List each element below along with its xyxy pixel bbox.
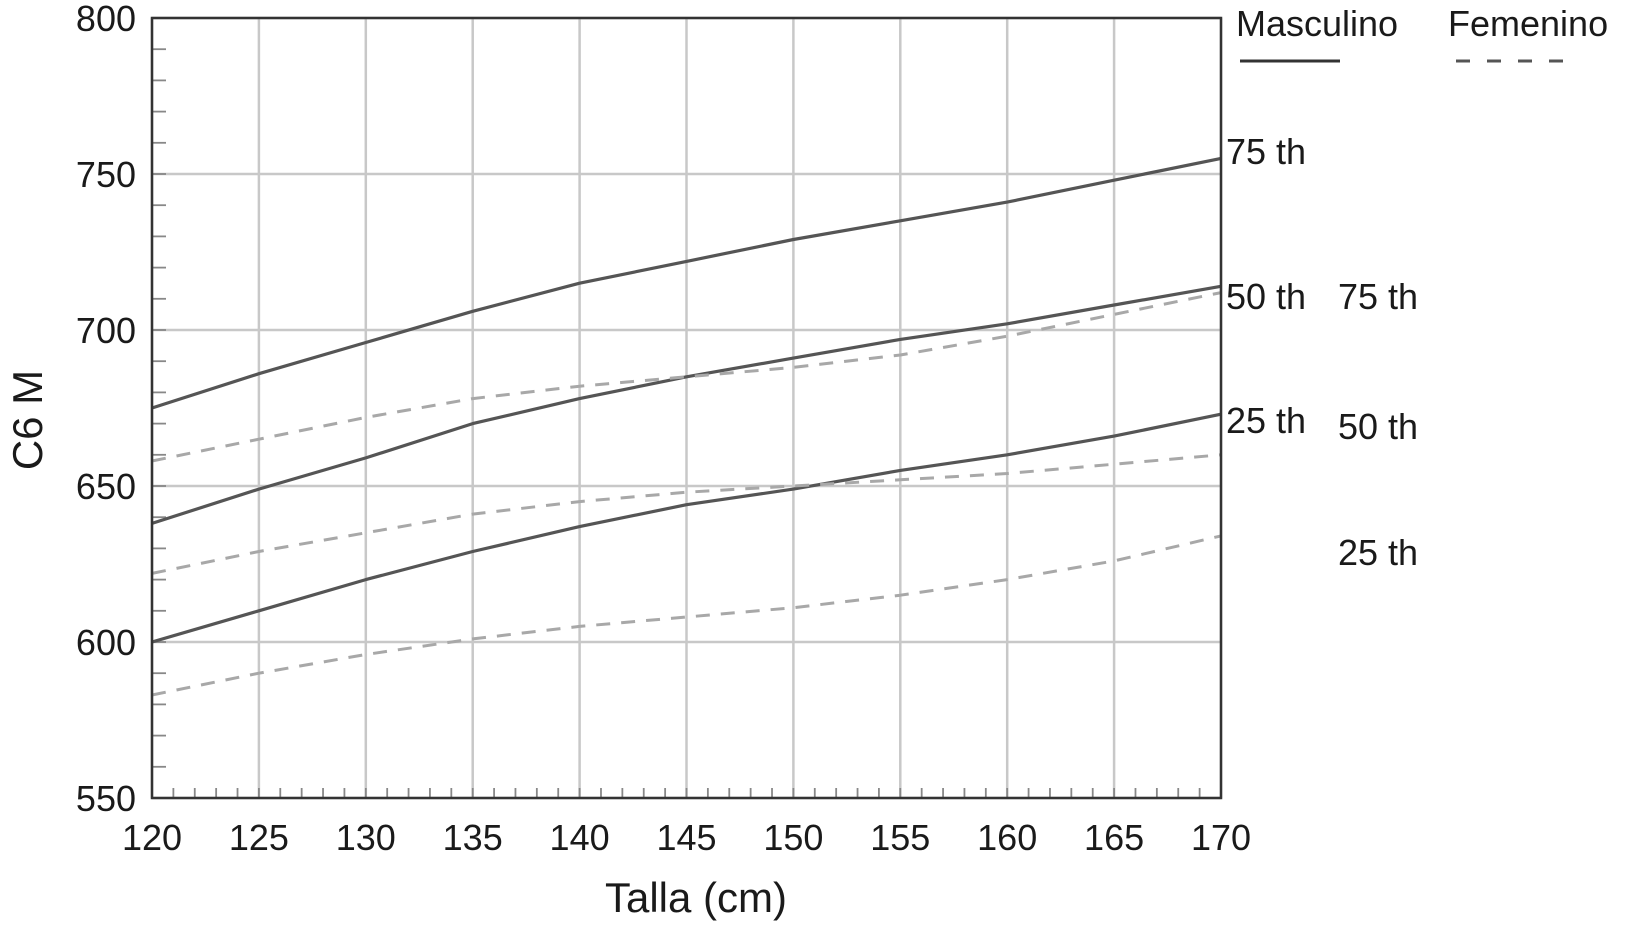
series-line-masculino-25th [151, 412, 1222, 644]
x-tick-label-150: 150 [763, 817, 823, 858]
y-axis-title: C6 M [4, 370, 51, 470]
x-tick-label-170: 170 [1191, 817, 1251, 858]
x-tick-label-145: 145 [656, 817, 716, 858]
x-tick-label-140: 140 [550, 817, 610, 858]
y-tick-label-550: 550 [76, 778, 136, 819]
label-femenino-50th: 50 th [1338, 406, 1418, 447]
label-masculino-25th: 25 th [1226, 400, 1306, 441]
series-lines [151, 156, 1222, 697]
x-tick-label-130: 130 [336, 817, 396, 858]
legend-label-masculino: Masculino [1236, 3, 1398, 44]
series-line-femenino-50th [151, 453, 1222, 575]
y-tick-label-650: 650 [76, 466, 136, 507]
x-tick-label-135: 135 [443, 817, 503, 858]
x-tick-label-160: 160 [977, 817, 1037, 858]
legend: Masculino Femenino [1236, 3, 1608, 63]
percentile-labels-femenino: 75 th 50 th 25 th [1338, 276, 1418, 573]
x-tick-label-165: 165 [1084, 817, 1144, 858]
x-tick-label-155: 155 [870, 817, 930, 858]
x-axis-title: Talla (cm) [605, 874, 787, 921]
y-tick-label-700: 700 [76, 310, 136, 351]
grid [150, 16, 1223, 800]
series-line-masculino-50th [151, 284, 1222, 525]
legend-label-femenino: Femenino [1448, 3, 1608, 44]
y-tick-label-600: 600 [76, 622, 136, 663]
series-line-masculino-75th [151, 156, 1222, 410]
label-masculino-50th: 50 th [1226, 276, 1306, 317]
percentile-labels-masculino: 75 th 50 th 25 th [1226, 131, 1306, 441]
x-tick-labels: 120 125 130 135 140 145 150 155 160 165 170 [122, 817, 1251, 858]
label-femenino-75th: 75 th [1338, 276, 1418, 317]
x-tick-label-125: 125 [229, 817, 289, 858]
y-tick-label-750: 750 [76, 154, 136, 195]
label-femenino-25th: 25 th [1338, 532, 1418, 573]
series-line-femenino-25th [151, 534, 1222, 697]
series-line-femenino-75th [151, 291, 1222, 463]
x-tick-label-120: 120 [122, 817, 182, 858]
y-tick-label-800: 800 [76, 0, 136, 39]
label-masculino-75th: 75 th [1226, 131, 1306, 172]
plot-frame [150, 16, 1223, 800]
y-tick-labels: 550 600 650 700 750 800 [76, 0, 136, 819]
